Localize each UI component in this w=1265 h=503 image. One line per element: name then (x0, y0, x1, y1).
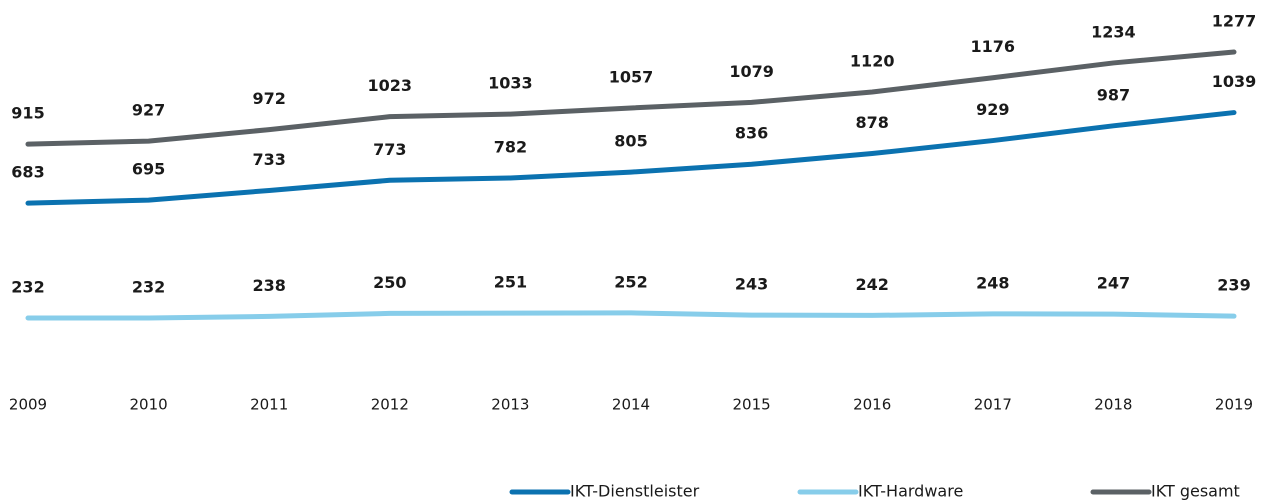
x-tick-label: 2009 (9, 396, 47, 414)
x-tick-label: 2010 (130, 396, 168, 414)
data-label: 915 (11, 104, 44, 123)
data-label: 1079 (729, 62, 774, 81)
data-label: 1120 (850, 51, 895, 70)
legend-label: IKT gesamt (1151, 482, 1240, 501)
x-tick-label: 2018 (1094, 396, 1132, 414)
data-label: 1277 (1212, 12, 1257, 31)
data-label: 1023 (368, 76, 413, 95)
data-label: 773 (373, 140, 406, 159)
data-label: 247 (1097, 274, 1130, 293)
data-label: 927 (132, 101, 165, 120)
x-tick-label: 2017 (974, 396, 1012, 414)
data-label: 1176 (971, 37, 1016, 56)
data-label: 878 (855, 113, 888, 132)
x-tick-label: 2019 (1215, 396, 1253, 414)
data-label: 238 (252, 276, 285, 295)
data-label: 232 (11, 277, 44, 296)
x-tick-label: 2011 (250, 396, 288, 414)
legend-label: IKT-Dienstleister (570, 482, 700, 501)
data-label: 1039 (1212, 72, 1257, 91)
data-label: 232 (132, 277, 165, 296)
data-label: 987 (1097, 85, 1130, 104)
x-tick-label: 2016 (853, 396, 891, 414)
series-line (25, 110, 1237, 206)
data-label: 1033 (488, 74, 533, 93)
data-label: 695 (132, 160, 165, 179)
data-label: 1234 (1091, 22, 1136, 41)
data-label: 252 (614, 272, 647, 291)
data-label: 251 (494, 273, 527, 292)
data-label: 683 (11, 163, 44, 182)
data-label: 782 (494, 137, 527, 156)
data-label: 972 (252, 89, 285, 108)
data-label: 239 (1217, 276, 1250, 295)
data-label: 243 (735, 275, 768, 294)
x-tick-label: 2014 (612, 396, 650, 414)
data-label: 1057 (609, 67, 654, 86)
legend-label: IKT-Hardware (858, 482, 963, 501)
data-label: 805 (614, 132, 647, 151)
x-tick-label: 2013 (491, 396, 529, 414)
data-label: 248 (976, 273, 1009, 292)
data-label: 733 (252, 150, 285, 169)
data-label: 836 (735, 124, 768, 143)
data-label: 250 (373, 273, 406, 292)
data-label: 929 (976, 100, 1009, 119)
data-label: 242 (855, 275, 888, 294)
x-tick-label: 2012 (371, 396, 409, 414)
x-tick-label: 2015 (733, 396, 771, 414)
series-line (25, 310, 1237, 321)
series-line (25, 49, 1237, 147)
